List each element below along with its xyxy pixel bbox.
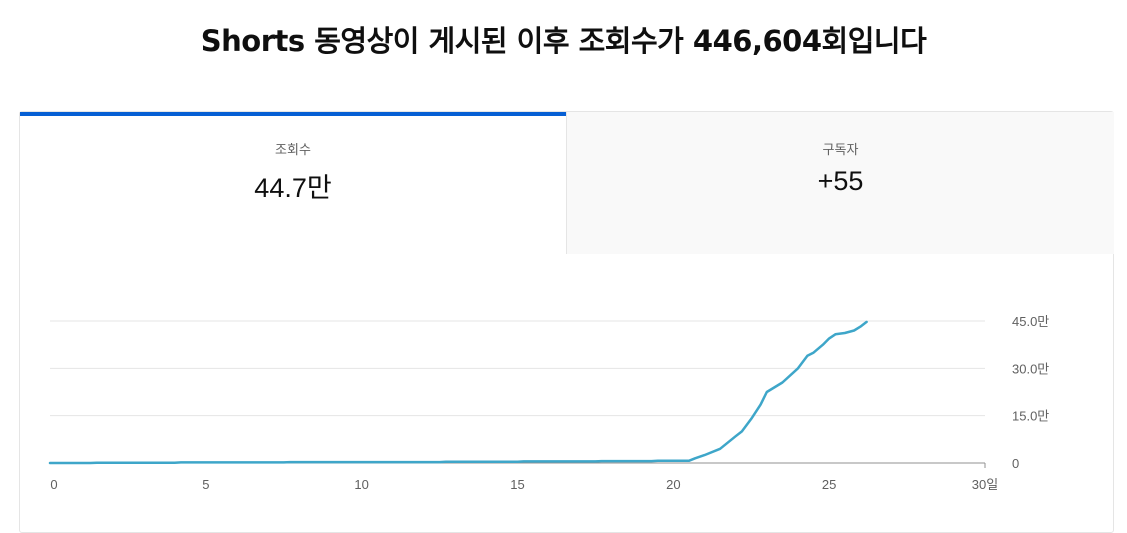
tab-subscribers-label: 구독자 xyxy=(822,142,859,157)
x-tick-label: 30일 xyxy=(972,477,998,492)
y-tick-label: 15.0만 xyxy=(1012,409,1049,424)
x-tick-label: 25 xyxy=(822,477,836,492)
tab-views-label: 조회수 xyxy=(275,142,311,157)
y-tick-label: 30.0만 xyxy=(1012,361,1049,376)
tab-subscribers[interactable]: 구독자 +55 xyxy=(566,112,1114,254)
analytics-card: 조회수 44.7만 구독자 +55 xyxy=(19,111,1114,533)
y-tick-label: 0 xyxy=(1012,456,1019,471)
y-tick-label: 45.0만 xyxy=(1012,314,1049,329)
x-tick-label: 15 xyxy=(510,477,524,492)
tab-views-value: 44.7만 xyxy=(254,173,332,203)
x-tick-label: 10 xyxy=(354,477,368,492)
x-tick-label: 20 xyxy=(666,477,680,492)
x-tick-label: 5 xyxy=(202,477,209,492)
tab-subscribers-value: +55 xyxy=(817,166,864,196)
x-tick-label: 0 xyxy=(50,477,57,492)
tab-views[interactable]: 조회수 44.7만 xyxy=(20,112,566,254)
series-line xyxy=(48,320,868,465)
page-headline: Shorts 동영상이 게시된 이후 조회수가 446,604회입니다 xyxy=(200,24,927,58)
views-line-chart: 0 15.0만 30.0만 45.0만 0 5 10 15 20 25 30일 xyxy=(48,314,1049,492)
